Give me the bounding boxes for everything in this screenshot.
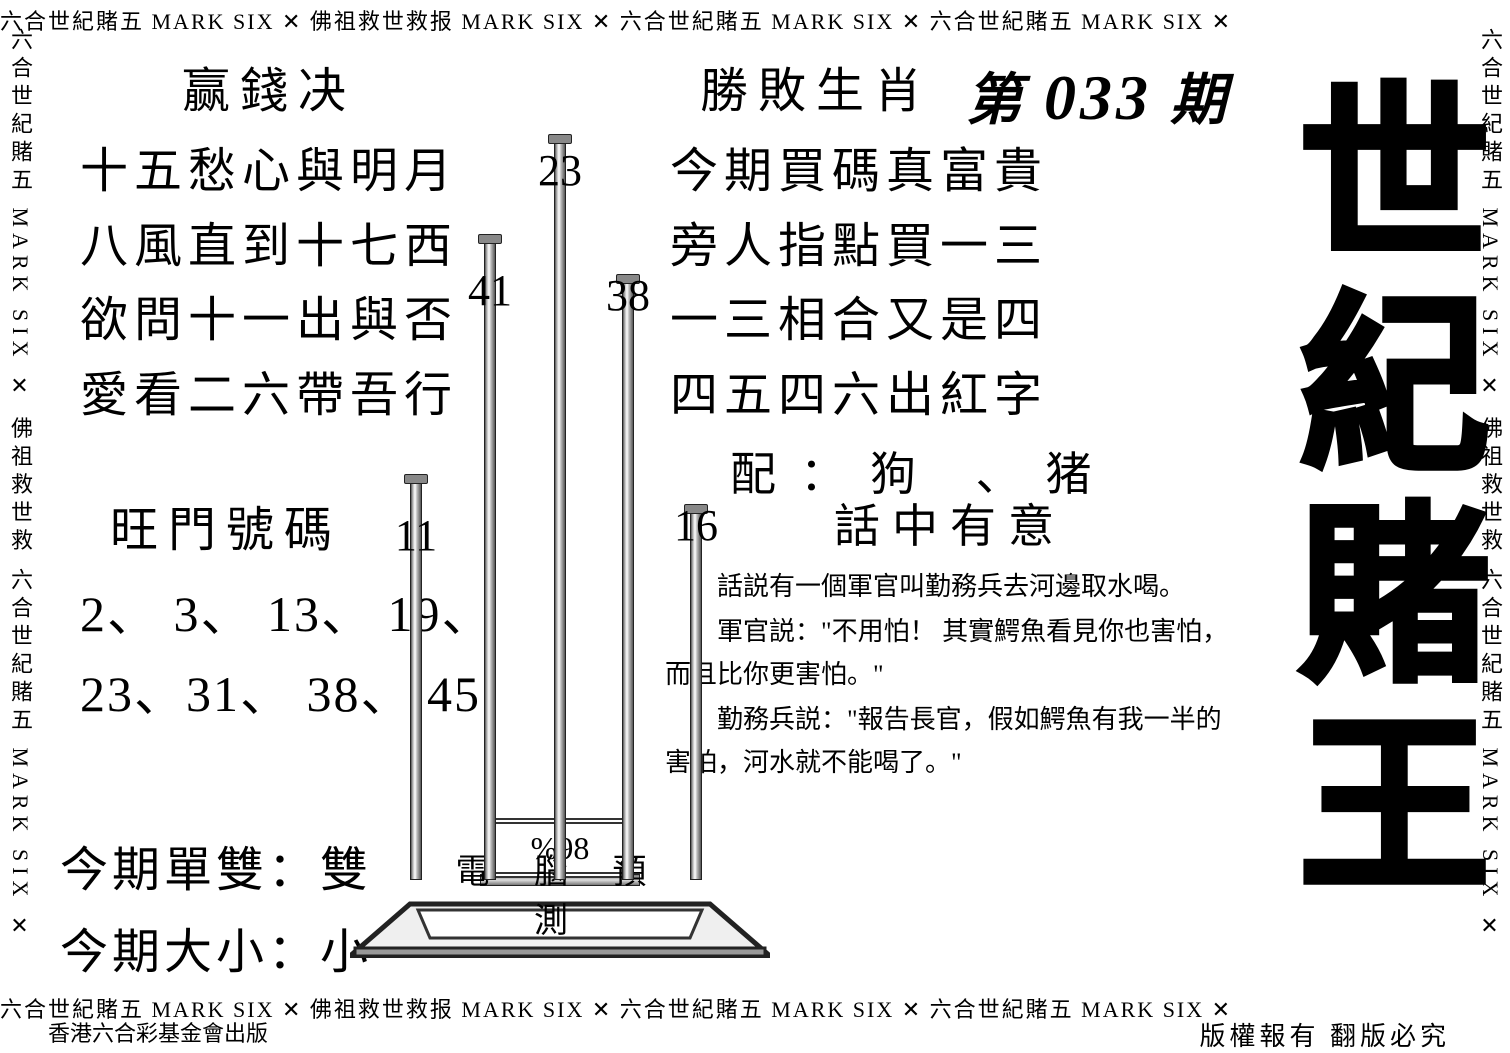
- story-header: 話中有意: [665, 490, 1235, 556]
- story-block: 話中有意 話説有一個軍官叫勤務兵去河邊取水喝。 軍官説："不用怕！ 其實鰐魚看見…: [665, 490, 1235, 786]
- chart-bar-label: 11: [395, 510, 437, 561]
- chart-bar-cap: [478, 234, 502, 244]
- chart-bar-label: 41: [468, 265, 512, 316]
- chart-bar-label: 38: [606, 270, 650, 321]
- story-para: 軍官説："不用怕！ 其實鰐魚看見你也害怕，而且比你更害怕。": [665, 611, 1235, 697]
- chart-bar-cap: [548, 134, 572, 144]
- story-body: 話説有一個軍官叫勤務兵去河邊取水喝。 軍官説："不用怕！ 其實鰐魚看見你也害怕，…: [665, 566, 1235, 784]
- main-title-vertical: 世紀賭王: [1280, 75, 1470, 915]
- right-poem-header: 勝敗生肖: [700, 55, 1116, 129]
- footer-publisher: 香港六合彩基金會出版: [48, 1016, 268, 1048]
- odd-even-line: 今期單雙：雙: [60, 830, 372, 912]
- odd-even-line: 今期大小：小: [60, 912, 372, 994]
- chart-bar-cap: [404, 474, 428, 484]
- chart-bar: [554, 140, 566, 880]
- prediction-chart: %98 電 腦 預 測 1141233816: [370, 90, 750, 970]
- chart-bar-label: 16: [674, 500, 718, 551]
- chart-bar: [484, 240, 496, 880]
- footer-copyright: 版權報有 翻版必究: [1199, 1016, 1450, 1053]
- chart-bar: [690, 510, 702, 880]
- story-para: 話説有一個軍官叫勤務兵去河邊取水喝。: [665, 566, 1235, 609]
- odd-even-block: 今期單雙：雙 今期大小：小: [60, 830, 372, 993]
- issue-suffix: 期: [1170, 70, 1230, 132]
- border-top: 六合世紀賭五 MARK SIX ✕ 佛祖救世救报 MARK SIX ✕ 六合世紀…: [0, 4, 1510, 36]
- chart-bar-label: 23: [538, 145, 582, 196]
- chart-bar: [622, 280, 634, 880]
- border-left: 六合世紀賭五 MARK SIX ✕ 佛祖救世救 六合世紀賭五 MARK SIX …: [4, 28, 36, 988]
- story-para: 勤務兵説："報告長官，假如鰐魚有我一半的害怕，河水就不能喝了。": [665, 699, 1235, 785]
